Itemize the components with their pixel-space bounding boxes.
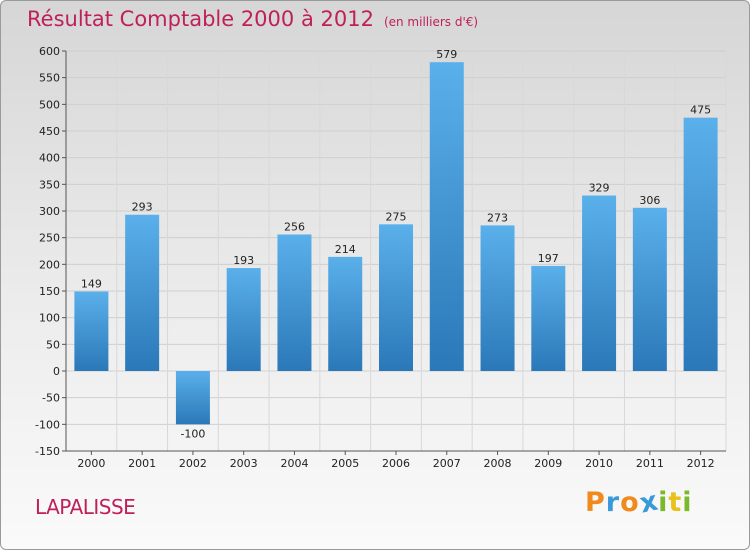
logo-letter: t xyxy=(668,487,683,518)
y-tick-label: 450 xyxy=(39,125,60,138)
data-label-2001: 293 xyxy=(132,201,153,214)
proxiti-logo: Proxiti xyxy=(585,485,693,519)
bar-2012 xyxy=(683,117,718,372)
data-label-2000: 149 xyxy=(81,278,102,291)
chart-title-block: Résultat Comptable 2000 à 2012 (en millie… xyxy=(27,7,478,31)
bar-2006 xyxy=(379,224,413,371)
y-tick-label: 300 xyxy=(39,205,60,218)
y-tick-label: -150 xyxy=(35,445,60,458)
x-tick-label: 2007 xyxy=(433,457,461,470)
x-tick-label: 2004 xyxy=(280,457,308,470)
logo-letter: o xyxy=(620,487,640,518)
x-tick-label: 2005 xyxy=(331,457,359,470)
data-label-2008: 273 xyxy=(487,211,508,224)
x-tick-label: 2008 xyxy=(484,457,512,470)
logo-letter: r xyxy=(605,487,621,518)
x-tick-label: 2001 xyxy=(128,457,156,470)
bars xyxy=(74,62,718,425)
data-label-2007: 579 xyxy=(436,48,457,61)
bar-2009 xyxy=(531,265,566,371)
bar-2008 xyxy=(480,225,515,371)
bar-2010 xyxy=(582,195,617,371)
data-labels: 149 293 -100 193 256 214 275 579 273 197 329 306 475 xyxy=(81,48,711,440)
y-tick-label: 500 xyxy=(39,98,60,111)
bar-2001 xyxy=(125,214,160,371)
y-tick-label: 150 xyxy=(39,285,60,298)
bar-2000 xyxy=(74,291,109,371)
chart-title: Résultat Comptable 2000 à 2012 xyxy=(27,7,374,31)
x-tick-label: 2009 xyxy=(534,457,562,470)
bar-2002 xyxy=(175,371,210,425)
commune-name: LAPALISSE xyxy=(35,495,136,519)
x-tick-label: 2000 xyxy=(77,457,105,470)
bar-2011 xyxy=(632,207,667,371)
y-tick-label: -50 xyxy=(42,392,60,405)
y-tick-label: 400 xyxy=(39,152,60,165)
data-label-2004: 256 xyxy=(284,220,305,233)
x-tick-label: 2012 xyxy=(687,457,715,470)
y-tick-label: -100 xyxy=(35,418,60,431)
y-tick-label: 600 xyxy=(39,45,60,58)
y-tick-label: 550 xyxy=(39,72,60,85)
x-tick-label: 2010 xyxy=(585,457,613,470)
data-label-2002: -100 xyxy=(180,427,205,440)
y-tick-label: 0 xyxy=(53,365,60,378)
data-label-2009: 197 xyxy=(538,252,559,265)
axes: -150 -100 -50 0 50 100 150 200 250 300 350 400 450 50… xyxy=(35,45,726,470)
x-tick-label: 2002 xyxy=(179,457,207,470)
data-label-2011: 306 xyxy=(639,194,660,207)
logo-letter: i xyxy=(682,487,693,518)
bar-2004 xyxy=(277,234,312,371)
data-label-2005: 214 xyxy=(335,243,356,256)
y-tick-label: 250 xyxy=(39,232,60,245)
y-tick-label: 200 xyxy=(39,258,60,271)
x-tick-label: 2011 xyxy=(636,457,664,470)
y-tick-label: 350 xyxy=(39,178,60,191)
x-tick-label: 2003 xyxy=(230,457,258,470)
y-tick-label: 100 xyxy=(39,312,60,325)
y-tick-label: 50 xyxy=(46,338,60,351)
chart-unit-note: (en milliers d'€) xyxy=(383,15,479,29)
data-label-2003: 193 xyxy=(233,254,254,267)
data-label-2010: 329 xyxy=(589,182,610,195)
logo-letter: P xyxy=(585,487,606,518)
bar-2007 xyxy=(429,62,464,371)
bar-2005 xyxy=(328,256,363,371)
bar-2003 xyxy=(226,268,261,371)
data-label-2012: 475 xyxy=(690,104,711,117)
data-label-2006: 275 xyxy=(386,210,407,223)
logo-letter: i xyxy=(658,487,669,518)
x-tick-label: 2006 xyxy=(382,457,410,470)
